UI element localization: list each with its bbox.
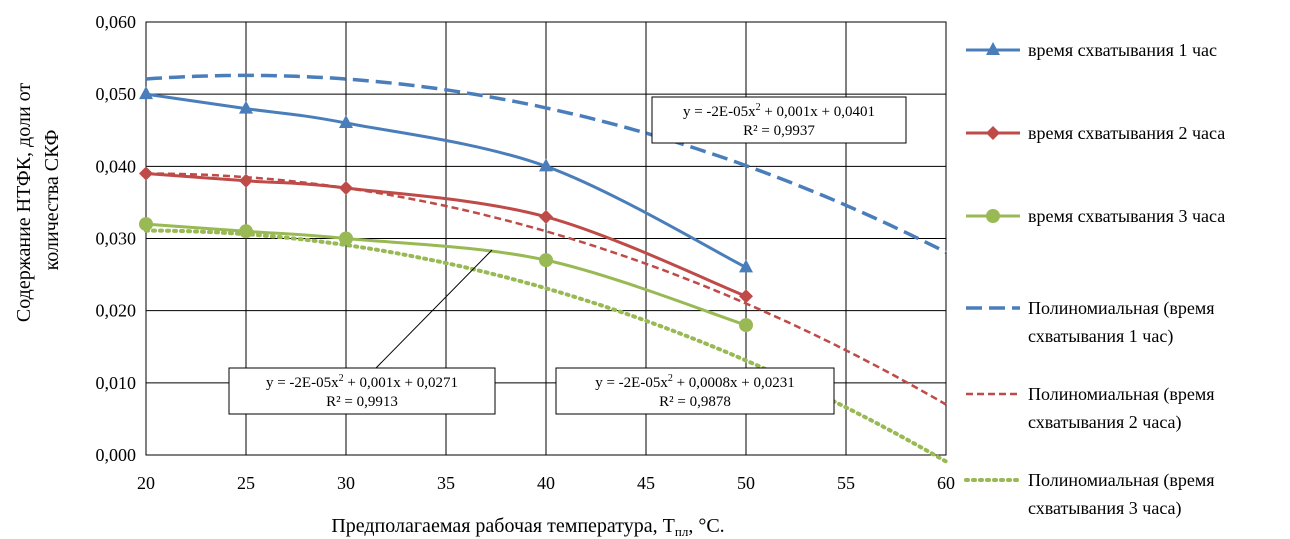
legend-trendline-label-3-line1: Полиномиальная (время [1028,470,1215,491]
equation-trendline-1: y = -2E-05x2 + 0,001x + 0,0401 R² = 0,993… [651,96,907,144]
equation-trendline-1-r-squared: R² = 0,9937 [743,123,815,139]
data-point-series-3 [239,224,253,239]
y-tick-label: 0,030 [96,229,137,249]
trendline-1 [145,73,947,254]
x-axis-ticks: 20 25 30 35 40 45 50 55 60 [137,473,955,493]
series-line-1 [145,92,747,269]
series-line-3 [145,222,747,327]
equation-extra-equation-tail: + 0,001x + 0,0271 [344,375,458,391]
equation-extra-box [228,367,496,415]
legend-trendline-label-2-line1: Полиномиальная (время [1028,384,1215,405]
equation-extra-equation-head: y = -2E-05x [266,375,339,391]
x-axis-title-subscript: пл [675,524,689,539]
y-tick-label: 0,000 [96,445,137,465]
x-tick-label: 25 [237,473,255,493]
legend-series-label-2: время схватывания 2 часа [1028,123,1225,143]
legend: время схватывания 1 час время схватывания… [964,40,1225,519]
data-point-series-1 [239,100,253,114]
data-point-series-1 [339,115,353,129]
x-tick-label: 20 [137,473,155,493]
y-axis-title-line1: Содержание НТФК, доли от [13,83,35,322]
legend-trendline-label-1-line1: Полиномиальная (время [1028,298,1215,319]
equation-trendline-3-equation-superscript: 2 [668,373,673,384]
equation-trendline-1-equation-tail: + 0,001x + 0,0401 [761,104,875,120]
series-line-2 [145,172,747,298]
x-tick-label: 45 [637,473,655,493]
y-tick-label: 0,010 [96,373,137,393]
data-point-series-3 [139,217,153,232]
equation-trendline-1-equation-head: y = -2E-05x [683,104,756,120]
equation-trendline-1-equation: y = -2E-05x2 + 0,001x + 0,0401 [683,102,875,120]
y-axis-title: Содержание НТФК, доли от количества СКФ [13,78,63,322]
data-point-series-1 [539,158,553,172]
equation-extra-equation: y = -2E-05x2 + 0,001x + 0,0271 [266,373,458,391]
legend-series-marker-3 [986,209,1000,223]
data-point-series-3 [339,231,353,246]
y-axis-title-line2: количества СКФ [41,130,63,271]
equation-trendline-3-box [555,367,835,415]
legend-series-marker-2 [986,126,1000,140]
data-point-series-2 [739,289,753,304]
x-tick-label: 55 [837,473,855,493]
equation-trendline-3-r-squared: R² = 0,9878 [659,394,731,410]
x-tick-label: 60 [937,473,955,493]
y-tick-label: 0,060 [96,12,137,32]
data-point-series-1 [739,259,753,273]
x-tick-label: 30 [337,473,355,493]
equation-extra-r-squared: R² = 0,9913 [326,394,398,410]
equation-trendline-3: y = -2E-05x2 + 0,0008x + 0,0231 R² = 0,98… [555,367,835,415]
legend-trendline-label-1-line2: схватывания 1 час) [1028,326,1173,347]
data-point-series-2 [239,173,253,188]
equation-extra-equation-superscript: 2 [339,373,344,384]
data-point-series-2 [339,180,353,195]
x-axis-title-main: Предполагаемая рабочая температура, Т [331,515,675,537]
x-axis-title: Предполагаемая рабочая температура, Тпл,… [331,515,724,539]
equation-leader-line [375,249,493,369]
y-tick-label: 0,040 [96,156,137,176]
x-tick-label: 40 [537,473,555,493]
data-point-series-3 [739,318,753,333]
data-point-series-2 [539,209,553,224]
data-point-series-2 [139,166,153,181]
legend-series-label-3: время схватывания 3 часа [1028,206,1225,226]
series [139,86,753,333]
x-tick-label: 50 [737,473,755,493]
legend-trendline-label-3-line2: схватывания 3 часа) [1028,498,1182,519]
equation-extra: y = -2E-05x2 + 0,001x + 0,0271 R² = 0,991… [228,367,496,415]
data-point-series-3 [539,253,553,268]
data-point-series-1 [139,86,153,100]
plot-frame [145,21,947,456]
equation-trendline-1-box [651,96,907,144]
x-tick-label: 35 [437,473,455,493]
legend-series-label-1: время схватывания 1 час [1028,40,1217,60]
y-tick-label: 0,050 [96,84,137,104]
trendline-2 [146,172,947,406]
y-axis-ticks: 0,000 0,010 0,020 0,030 0,040 0,050 0,060 [96,12,137,465]
x-axis-title-tail: , °С. [688,515,724,537]
equation-trendline-3-equation-tail: + 0,0008x + 0,0231 [673,375,795,391]
equation-trendline-3-equation: y = -2E-05x2 + 0,0008x + 0,0231 [595,373,795,391]
legend-trendline-label-2-line2: схватывания 2 часа) [1028,412,1182,433]
equation-trendline-1-equation-superscript: 2 [756,102,761,113]
equation-trendline-3-equation-head: y = -2E-05x [595,375,668,391]
y-tick-label: 0,020 [96,301,137,321]
legend-series-marker-1 [986,42,1000,55]
